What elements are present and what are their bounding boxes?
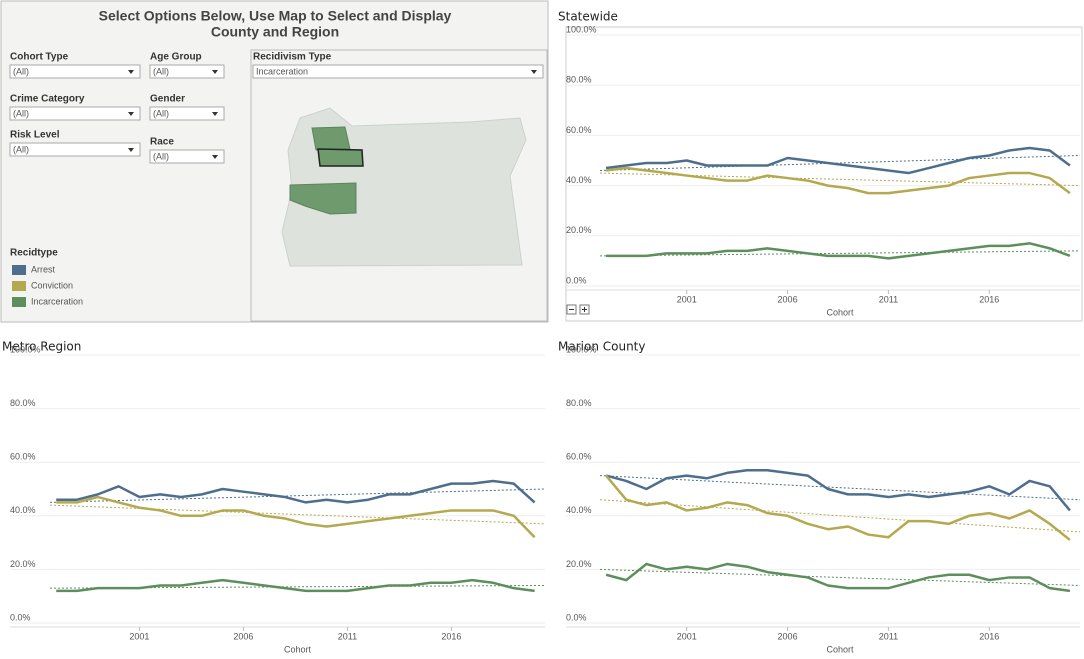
- y-tick-label: 20.0%: [566, 225, 592, 235]
- trend-line: [49, 504, 546, 525]
- x-tick-label: 2016: [979, 631, 999, 641]
- trend-line: [49, 584, 546, 589]
- x-tick-label: 2006: [233, 631, 253, 641]
- y-tick-label: 60.0%: [566, 452, 592, 462]
- chart-title: Metro Region: [2, 340, 81, 354]
- y-tick-label: 80.0%: [566, 398, 592, 408]
- dropdown-arrow: [128, 112, 134, 116]
- y-tick-label: 80.0%: [566, 75, 592, 85]
- x-tick-label: 2016: [979, 294, 999, 304]
- y-tick-label: 40.0%: [10, 505, 36, 515]
- dropdown-value: (All): [153, 66, 169, 76]
- x-tick-label: 2006: [778, 631, 798, 641]
- panel-title: County and Region: [211, 24, 339, 40]
- dropdown-arrow: [212, 70, 218, 74]
- dropdown-value: Incarceration: [256, 66, 308, 76]
- county[interactable]: [311, 126, 351, 151]
- zoom-in-icon: [582, 307, 587, 312]
- trend-line: [599, 568, 1081, 586]
- y-tick-label: 80.0%: [10, 398, 36, 408]
- legend-swatch: [12, 297, 26, 307]
- x-axis-label: Cohort: [284, 644, 312, 654]
- y-tick-label: 100.0%: [10, 344, 41, 354]
- dropdown-arrow: [128, 148, 134, 152]
- legend-label: Arrest: [31, 264, 56, 274]
- dropdown[interactable]: [252, 64, 544, 79]
- dropdown[interactable]: [9, 64, 141, 79]
- legend-swatch: [12, 265, 26, 275]
- x-axis-label: Cohort: [826, 644, 854, 654]
- trend-line: [599, 475, 1081, 501]
- series-line: [606, 242, 1071, 260]
- chart-title: Statewide: [558, 10, 618, 24]
- dropdown-arrow: [531, 70, 537, 74]
- dropdown-value: (All): [13, 108, 29, 118]
- filter-label: Recidivism Type: [253, 52, 332, 63]
- series-line: [56, 578, 535, 593]
- y-tick-label: 20.0%: [10, 559, 36, 569]
- y-tick-label: 0.0%: [566, 275, 587, 285]
- dropdown[interactable]: [149, 106, 225, 121]
- dropdown[interactable]: [9, 142, 141, 157]
- x-tick-label: 2001: [677, 294, 697, 304]
- dropdown[interactable]: [149, 149, 225, 164]
- legend-swatch: [12, 281, 26, 291]
- trend-line: [49, 488, 546, 503]
- county[interactable]: [289, 182, 357, 215]
- x-tick-label: 2006: [778, 294, 798, 304]
- dropdown-value: (All): [153, 151, 169, 161]
- series-line: [605, 468, 1071, 512]
- series-line: [605, 474, 1071, 541]
- dropdown[interactable]: [149, 64, 225, 79]
- panel-title: Select Options Below, Use Map to Select …: [99, 8, 452, 24]
- dropdown-arrow: [128, 70, 134, 74]
- dropdown-arrow: [212, 155, 218, 159]
- y-tick-label: 100.0%: [566, 344, 597, 354]
- chart-title: Marion County: [558, 340, 645, 354]
- trend-line: [599, 250, 1081, 257]
- trend-line: [599, 154, 1081, 172]
- y-tick-label: 60.0%: [10, 452, 36, 462]
- y-tick-label: 40.0%: [566, 505, 592, 515]
- trend-line: [599, 499, 1081, 533]
- dropdown-arrow: [212, 112, 218, 116]
- series-line: [605, 562, 1071, 593]
- legend-label: Incarceration: [31, 296, 83, 306]
- filter-label: Race: [150, 137, 174, 148]
- y-tick-label: 0.0%: [10, 612, 31, 622]
- x-axis-label: Cohort: [826, 307, 854, 317]
- filter-label: Crime Category: [10, 94, 85, 105]
- filter-label: Risk Level: [10, 130, 60, 141]
- series-line: [56, 495, 536, 539]
- legend-label: Conviction: [31, 280, 73, 290]
- series-line: [605, 146, 1071, 175]
- x-tick-label: 2011: [879, 631, 898, 641]
- filter-label: Cohort Type: [10, 52, 69, 63]
- dropdown-value: (All): [13, 144, 29, 154]
- series-line: [605, 166, 1071, 195]
- y-tick-label: 20.0%: [566, 559, 592, 569]
- county-selected[interactable]: [317, 148, 364, 167]
- y-tick-label: 100.0%: [566, 24, 597, 34]
- filter-label: Age Group: [150, 52, 202, 63]
- x-tick-label: 2011: [338, 631, 357, 641]
- filter-label: Gender: [150, 94, 185, 105]
- x-tick-label: 2011: [879, 294, 898, 304]
- y-tick-label: 60.0%: [566, 125, 592, 135]
- dropdown-value: (All): [13, 66, 29, 76]
- x-tick-label: 2016: [441, 631, 461, 641]
- y-tick-label: 0.0%: [566, 612, 587, 622]
- x-tick-label: 2001: [677, 631, 697, 641]
- y-tick-label: 40.0%: [566, 175, 592, 185]
- dropdown[interactable]: [9, 106, 141, 121]
- series-line: [56, 479, 536, 504]
- legend-title: Recidtype: [10, 248, 58, 259]
- dropdown-value: (All): [153, 108, 169, 118]
- x-tick-label: 2001: [129, 631, 149, 641]
